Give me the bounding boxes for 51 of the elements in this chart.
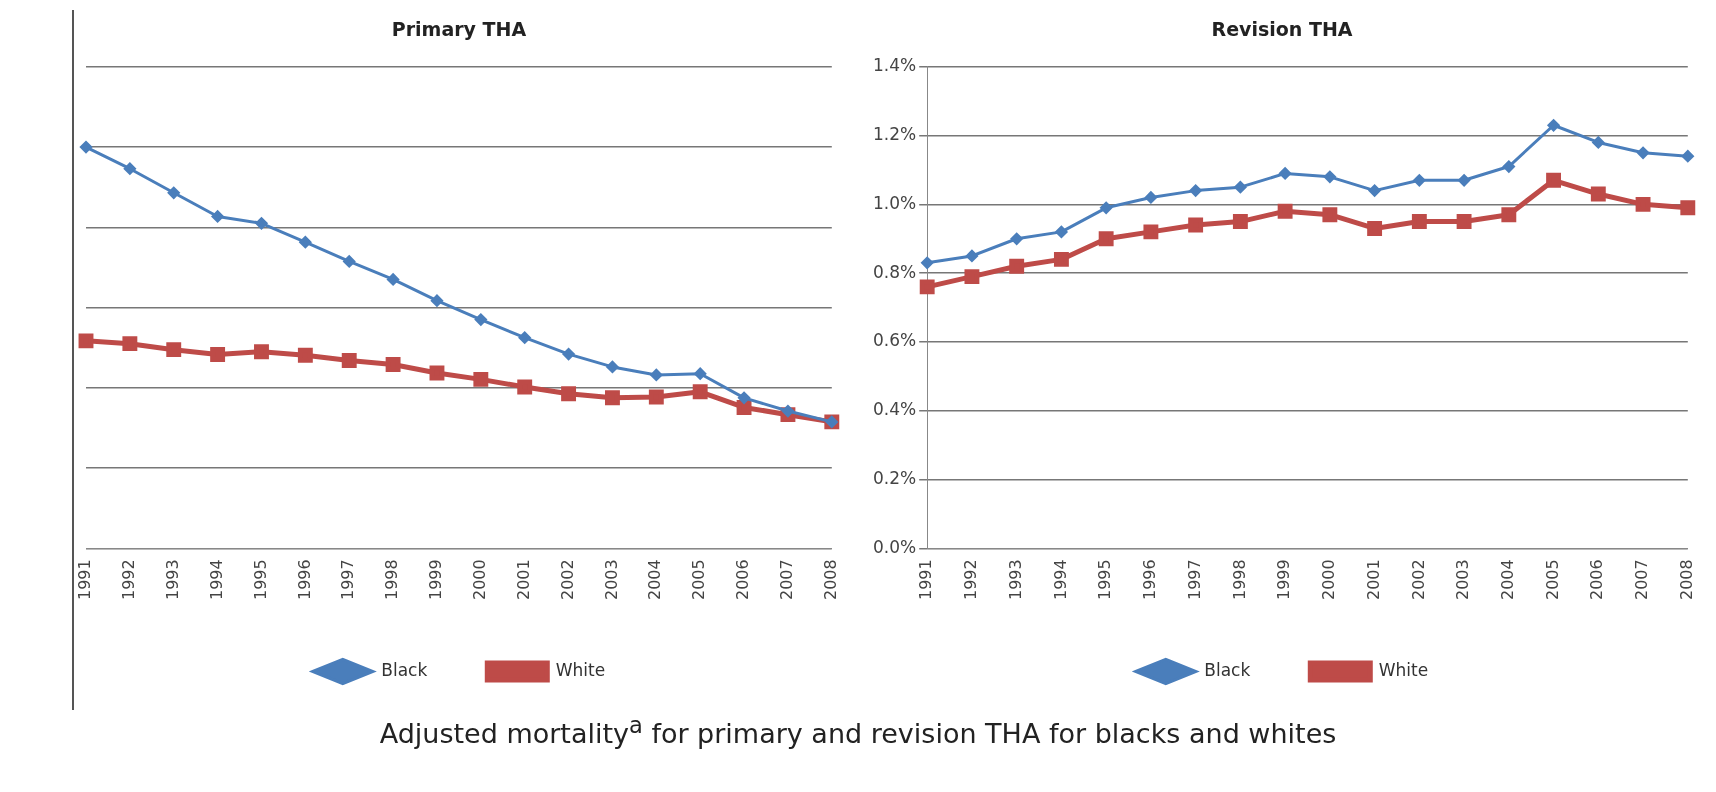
x-tick-label: 1998 — [382, 559, 402, 600]
x-tick-label: 1992 — [119, 559, 139, 600]
x-tick-label: 1992 — [961, 559, 981, 600]
x-tick-label: 1996 — [1140, 559, 1160, 600]
x-tick-label: 2001 — [513, 559, 533, 600]
x-tick-label: 1993 — [162, 559, 182, 600]
x-tick-label: 1998 — [1229, 559, 1249, 600]
x-tick-label: 2000 — [469, 559, 489, 600]
x-tick-label: 2005 — [1542, 559, 1562, 600]
x-tick-label: 1999 — [1274, 559, 1294, 600]
x-tick-label: 1994 — [1050, 559, 1070, 600]
chart-title: Primary THA — [391, 18, 527, 41]
x-tick-label: 2005 — [689, 559, 709, 600]
x-tick-label: 2002 — [557, 559, 577, 600]
y-tick-label: 0.8% — [872, 261, 917, 282]
text: Adjusted mortality$^{a}$ for primary and revision THA for blacks and whites — [378, 712, 1338, 749]
y-tick-label: 0.4% — [872, 399, 917, 420]
x-tick-label: 2000 — [1319, 559, 1339, 600]
x-tick-label: 2008 — [820, 559, 840, 600]
x-tick-label: 2006 — [1587, 559, 1607, 600]
x-tick-label: 2003 — [601, 559, 621, 600]
x-tick-label: 1995 — [1095, 559, 1115, 600]
x-tick-label: 1997 — [1184, 559, 1204, 600]
x-tick-label: 1997 — [338, 559, 358, 600]
x-tick-label: 2008 — [1676, 559, 1696, 600]
x-tick-label: 1993 — [1005, 559, 1025, 600]
x-tick-label: 2006 — [733, 559, 753, 600]
x-tick-label: 1994 — [206, 559, 226, 600]
x-tick-label: 2007 — [1632, 559, 1652, 600]
legend-label: Black — [1204, 659, 1251, 680]
x-tick-label: 1995 — [250, 559, 270, 600]
y-tick-label: 0.6% — [872, 330, 917, 351]
x-tick-label: 2002 — [1408, 559, 1428, 600]
x-tick-label: 2001 — [1363, 559, 1383, 600]
chart-title: Revision THA — [1211, 18, 1353, 41]
x-tick-label: 1991 — [75, 559, 95, 600]
x-tick-label: 2003 — [1453, 559, 1473, 600]
x-tick-label: 2007 — [777, 559, 797, 600]
y-tick-label: 1.4% — [872, 55, 917, 76]
y-tick-label: 0.2% — [872, 467, 917, 488]
x-tick-label: 1999 — [426, 559, 446, 600]
y-tick-label: 1.0% — [872, 192, 917, 213]
y-tick-label: 0.0% — [872, 536, 917, 557]
x-tick-label: 1991 — [916, 559, 936, 600]
x-tick-label: 1996 — [294, 559, 314, 600]
x-tick-label: 2004 — [1497, 559, 1517, 600]
legend-label: White — [1378, 659, 1429, 680]
y-tick-label: 1.2% — [872, 124, 917, 144]
legend-label: Black — [381, 659, 428, 680]
legend-label: White — [555, 659, 606, 680]
x-tick-label: 2004 — [645, 559, 665, 600]
